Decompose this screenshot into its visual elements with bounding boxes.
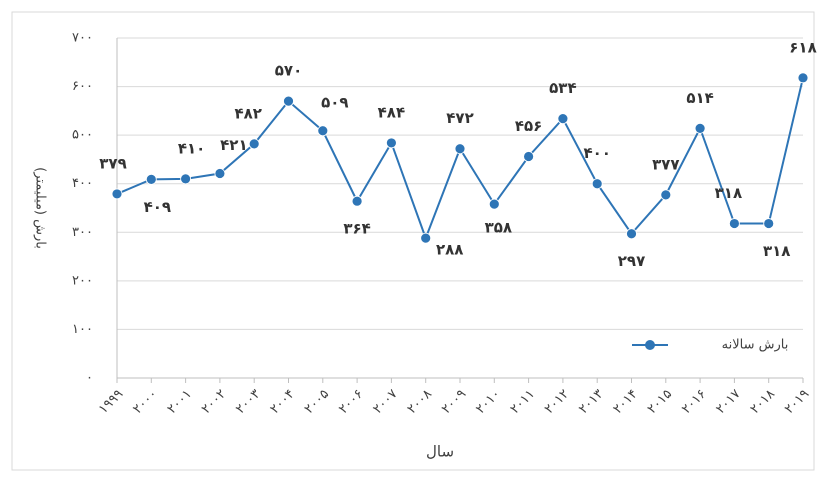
data-point [763, 218, 775, 229]
x-tick-label: ۲۰۱۷ [713, 387, 743, 417]
data-label: ۵۳۴ [549, 79, 576, 97]
y-tick-label: ۲۰۰ [72, 273, 93, 288]
data-point [180, 173, 192, 185]
data-point [729, 218, 740, 229]
chart-border [11, 11, 815, 471]
data-label: ۵۷۰ [275, 62, 302, 80]
x-tick-label: ۲۰۰۶ [336, 387, 366, 417]
data-point [351, 195, 363, 207]
x-tick-label: ۲۰۰۷ [370, 387, 400, 417]
x-tick-label: ۲۰۰۱ [165, 387, 195, 417]
x-tick-label: ۲۰۱۹ [782, 387, 812, 417]
y-axis-label: بارش (میلیمتر) [33, 167, 48, 249]
y-tick-label: ۰ [86, 371, 93, 386]
y-tick-label: ۷۰۰ [72, 31, 93, 46]
x-tick-label: ۲۰۰۲ [199, 387, 229, 417]
data-point [454, 143, 466, 155]
data-label: ۳۱۸ [715, 184, 742, 202]
x-tick-label: ۲۰۰۹ [439, 387, 469, 417]
x-tick-label: ۲۰۱۳ [576, 387, 606, 417]
data-point [523, 151, 534, 162]
data-label: ۵۱۴ [686, 89, 713, 107]
x-tick-label: ۲۰۱۲ [542, 387, 572, 417]
data-label: ۲۹۷ [618, 252, 645, 270]
data-point [797, 72, 809, 84]
legend-label: بارش سالانه [722, 338, 789, 353]
x-tick-label: ۲۰۰۳ [233, 387, 263, 417]
data-point [111, 188, 123, 200]
data-point [145, 173, 157, 185]
data-label: ۴۲۱ [220, 136, 247, 154]
data-label: ۳۷۹ [99, 154, 126, 172]
x-tick-label: ۱۹۹۹ [96, 387, 126, 417]
y-tick-label: ۱۰۰ [72, 322, 93, 337]
y-tick-label: ۵۰۰ [72, 128, 93, 143]
data-point [660, 189, 672, 201]
x-tick-label: ۲۰۱۸ [748, 387, 778, 417]
x-axis-label: سال [426, 443, 454, 461]
x-tick-label: ۲۰۱۱ [508, 387, 538, 417]
x-tick-label: ۲۰۰۸ [405, 387, 435, 417]
data-point [317, 125, 329, 137]
data-label: ۳۵۸ [485, 219, 512, 237]
data-label: ۴۸۲ [234, 104, 261, 122]
data-label: ۴۰۹ [144, 198, 171, 216]
data-label: ۴۵۶ [515, 117, 542, 135]
data-point [488, 198, 500, 210]
data-point [283, 95, 294, 107]
data-label: ۲۸۸ [436, 241, 463, 259]
x-tick-label: ۲۰۱۵ [645, 387, 675, 417]
data-point [385, 137, 397, 149]
data-point [694, 122, 706, 134]
y-tick-label: ۴۰۰ [72, 176, 93, 191]
legend-marker [645, 340, 655, 350]
data-point [248, 138, 260, 150]
data-label: ۳۶۴ [343, 220, 370, 238]
data-label: ۳۷۷ [652, 155, 679, 173]
x-tick-label: ۲۰۱۰ [473, 387, 503, 417]
y-tick-label: ۳۰۰ [72, 225, 93, 240]
y-tick-label: ۶۰۰ [72, 79, 93, 94]
x-tick-label: ۲۰۰۴ [267, 387, 297, 417]
data-point [591, 178, 603, 190]
data-label: ۴۰۰ [583, 144, 610, 162]
x-tick-label: ۲۰۱۶ [679, 387, 709, 417]
data-point [626, 228, 637, 240]
data-point [420, 232, 432, 244]
data-point [557, 113, 569, 125]
data-label: ۴۸۴ [378, 103, 405, 121]
data-point [214, 168, 226, 179]
x-tick-label: ۲۰۱۴ [610, 387, 640, 417]
x-tick-label: ۲۰۰۰ [130, 387, 160, 417]
data-label: ۶۱۸ [789, 38, 816, 56]
x-tick-label: ۲۰۰۵ [302, 387, 332, 417]
data-label: ۵۰۹ [321, 93, 348, 111]
data-label: ۳۱۸ [763, 242, 790, 260]
data-label: ۴۷۲ [446, 109, 473, 127]
data-label: ۴۱۰ [178, 139, 205, 157]
